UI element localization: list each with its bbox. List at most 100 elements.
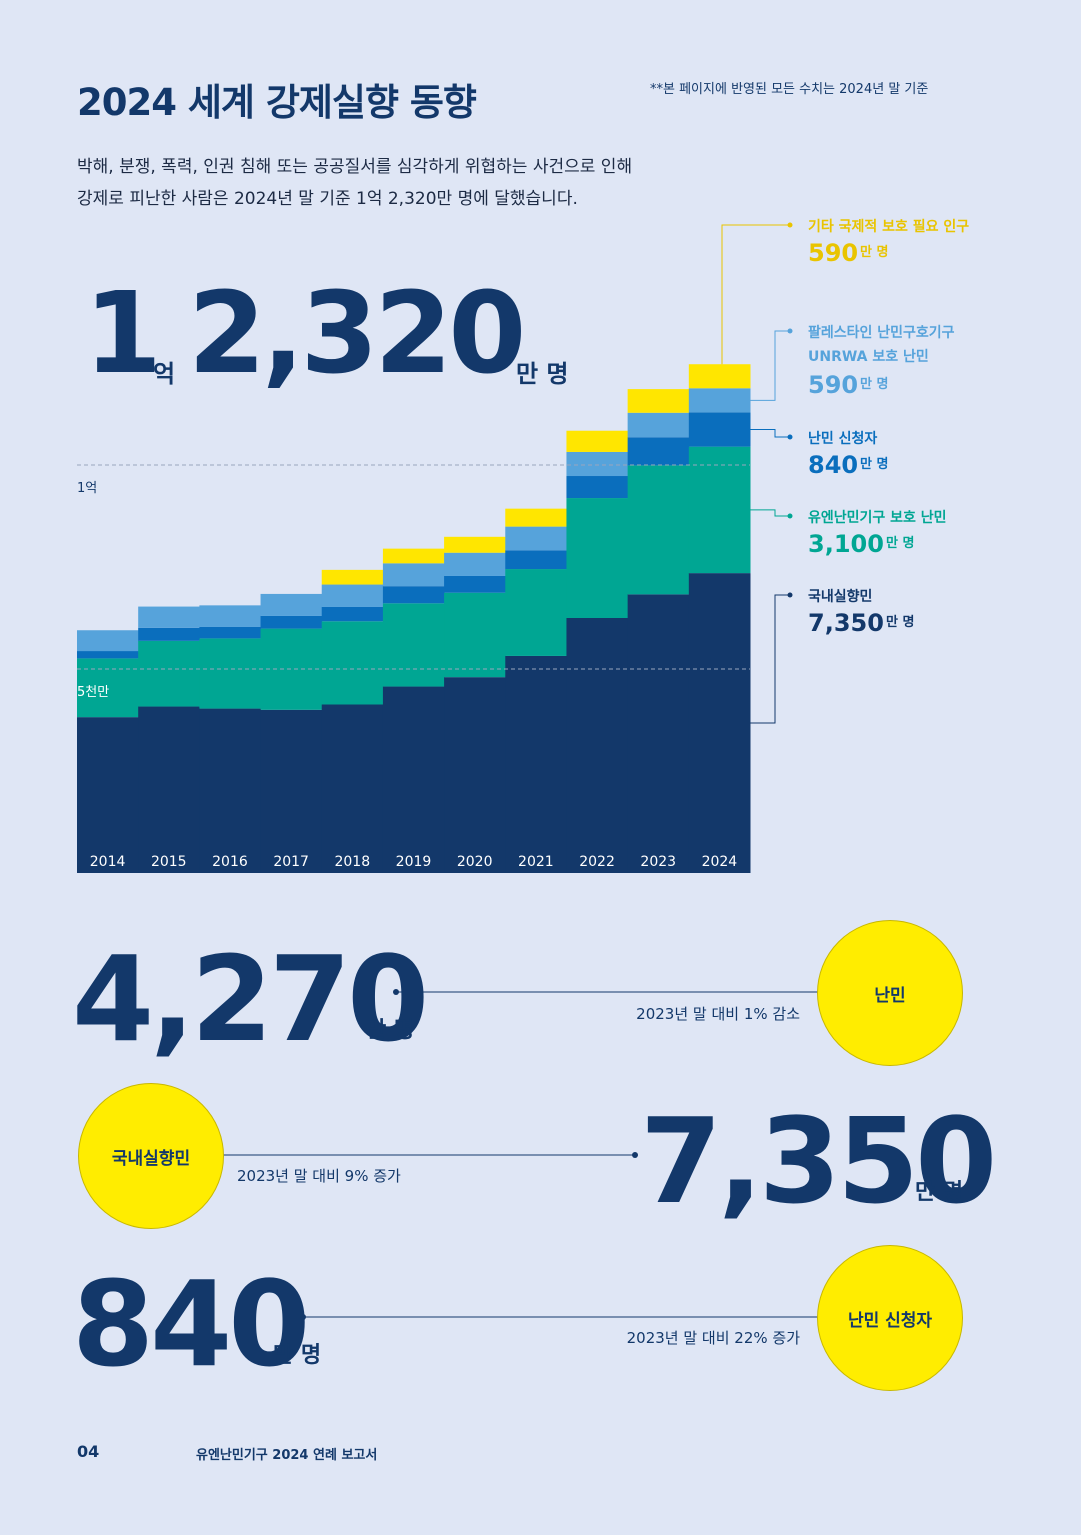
segment (77, 651, 139, 659)
y-tick-label: 5천만 (77, 685, 109, 700)
x-tick-label: 2023 (640, 854, 676, 870)
segment (77, 717, 139, 873)
segment (321, 584, 384, 607)
connector-dot (300, 1314, 306, 1320)
x-tick-label: 2014 (90, 854, 126, 870)
segment (505, 655, 567, 873)
report-name: 유엔난민기구 2024 연례 보고서 (196, 1448, 378, 1463)
segment (566, 451, 629, 477)
leader-dot (787, 592, 793, 598)
stat-unit: 만 명 (366, 1018, 415, 1043)
segment (382, 548, 445, 564)
series-unit: 만 명 (860, 377, 889, 392)
total-unit: 억 (153, 360, 176, 388)
segment (260, 615, 323, 629)
series-unit: 만 명 (886, 536, 915, 551)
segment (260, 593, 323, 616)
segment (138, 640, 200, 707)
intro: 강제로 피난한 사람은 2024년 말 기준 1억 2,320만 명에 달했습니… (77, 189, 578, 209)
x-tick-label: 2017 (273, 854, 309, 870)
stat-label: 국내실향민 (78, 1083, 224, 1229)
segment (688, 364, 751, 389)
segment (382, 686, 445, 873)
segment (444, 592, 506, 678)
x-tick-label: 2021 (518, 854, 554, 870)
connector-dot (632, 1152, 638, 1158)
intro: 박해, 분쟁, 폭력, 인권 침해 또는 공공질서를 심각하게 위협하는 사건으… (77, 157, 633, 177)
segment (505, 526, 567, 551)
connector-dot (393, 989, 399, 995)
leader-dot (787, 513, 793, 519)
segment (505, 569, 567, 656)
segment (444, 536, 506, 553)
segment (382, 563, 445, 587)
segment (566, 476, 629, 499)
x-tick-label: 2018 (334, 854, 370, 870)
leader-dot (787, 328, 793, 334)
stat-label: 난민 (817, 920, 963, 1066)
x-tick-label: 2022 (579, 854, 615, 870)
stat-value: 840 (72, 1255, 310, 1393)
leader-line (721, 224, 790, 365)
series-unit: 만 명 (860, 457, 889, 472)
stat-label: 난민 신청자 (817, 1245, 963, 1391)
x-tick-label: 2016 (212, 854, 248, 870)
segment (444, 677, 506, 873)
series-name: 기타 국제적 보호 필요 인구 (808, 219, 970, 235)
stat-value: 4,270 (72, 930, 429, 1068)
segment (688, 412, 751, 447)
series-name: 난민 신청자 (808, 431, 878, 447)
leader-line (750, 330, 790, 401)
stat-note: 2023년 말 대비 9% 증가 (237, 1167, 401, 1185)
stat-value: 7,350 (640, 1092, 997, 1230)
segment (688, 446, 751, 574)
x-tick-label: 2020 (457, 854, 493, 870)
series-value: 590 (808, 371, 859, 399)
leader-dot (787, 434, 793, 440)
stat-note: 2023년 말 대비 1% 감소 (636, 1005, 800, 1023)
segment (199, 638, 262, 709)
title: 2024 세계 강제실향 동향 (77, 81, 477, 124)
segment (505, 550, 567, 570)
leader-line (750, 594, 790, 724)
segment (444, 575, 506, 593)
leader-line (750, 509, 790, 517)
segment (627, 465, 690, 595)
total-number: 2,320 (188, 269, 526, 399)
segment (77, 658, 139, 718)
stat-unit: 만 명 (273, 1343, 322, 1368)
series-name: 국내실향민 (808, 589, 873, 605)
series-name: 팔레스타인 난민구호기구 UNRWA 보호 난민 (808, 325, 955, 365)
leader-line (750, 429, 790, 438)
segment (627, 412, 690, 438)
total-unit: 만 명 (516, 360, 569, 388)
segment (627, 389, 690, 413)
segment (321, 606, 384, 622)
segment (688, 388, 751, 413)
series-value: 590 (808, 239, 859, 267)
segment (138, 706, 200, 873)
x-tick-label: 2019 (396, 854, 432, 870)
x-tick-label: 2015 (151, 854, 187, 870)
segment (321, 569, 384, 585)
segment (199, 605, 262, 627)
y-tick-label: 1억 (77, 481, 97, 496)
segment (688, 573, 751, 873)
segment (566, 430, 629, 452)
segment (138, 606, 200, 628)
segment (382, 586, 445, 604)
leader-dot (787, 222, 793, 228)
segment (627, 594, 690, 873)
series-unit: 만 명 (886, 615, 915, 630)
segment (627, 437, 690, 466)
segment (77, 630, 139, 652)
segment (199, 626, 262, 639)
segment (566, 618, 629, 873)
segment (321, 621, 384, 705)
segment (260, 709, 323, 873)
series-value: 840 (808, 451, 859, 479)
segment (566, 498, 629, 618)
page-number: 04 (77, 1442, 100, 1461)
